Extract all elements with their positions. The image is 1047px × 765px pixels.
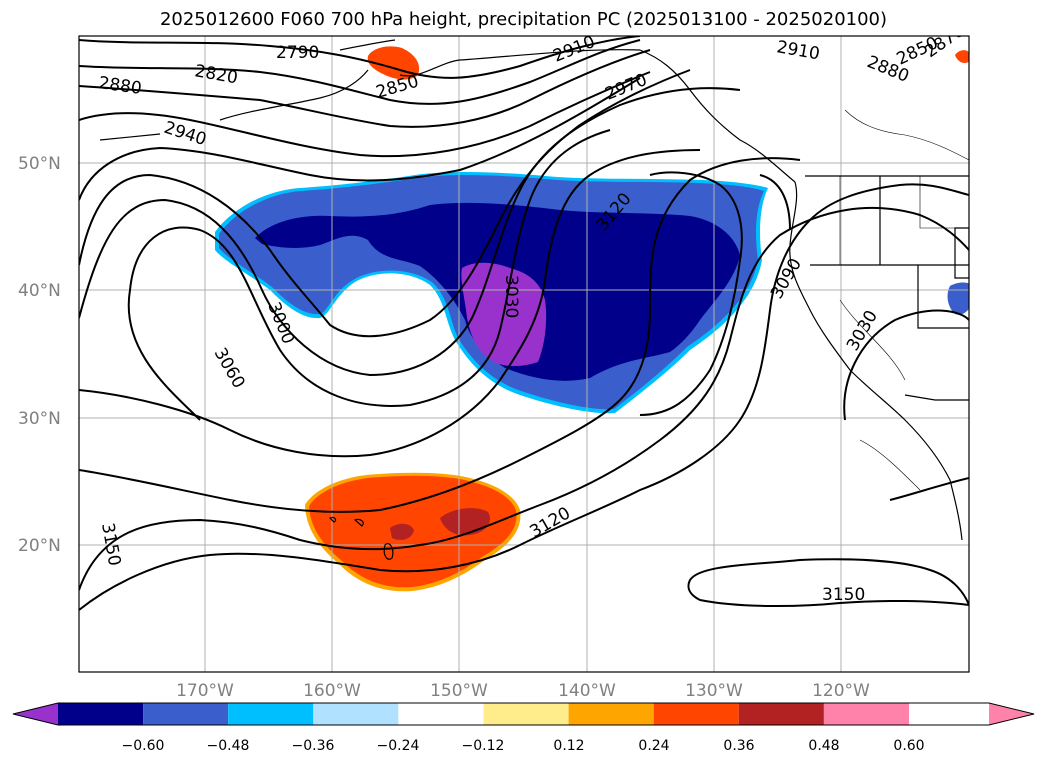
colorbar-tick-label: 0.12 (553, 738, 584, 754)
lat-label-40n: 40°N (18, 281, 61, 301)
colorbar-tick-label: 0.36 (723, 738, 754, 754)
colorbar-extend-left (13, 703, 58, 725)
negative-precip-patch-east (948, 283, 975, 315)
colorbar-segment (824, 703, 909, 725)
contour-label: 3030 (501, 275, 521, 318)
colorbar-segment (313, 703, 398, 725)
colorbar-segment (569, 703, 654, 725)
colorbar-segment (58, 703, 143, 725)
lon-label-120w: 120°W (812, 681, 870, 701)
lon-label-140w: 140°W (558, 681, 616, 701)
colorbar-segment (228, 703, 313, 725)
colorbar-segment (484, 703, 569, 725)
lat-label-30n: 30°N (18, 409, 61, 429)
colorbar-tick-label: 0.48 (808, 738, 839, 754)
colorbar-tick-label: −0.48 (207, 738, 250, 754)
colorbar-extend-right (989, 703, 1034, 725)
lon-label-170w: 170°W (176, 681, 234, 701)
colorbar-tick-label: −0.60 (122, 738, 165, 754)
colorbar-tick-label: 0.60 (893, 738, 924, 754)
colorbar-tick-label: −0.24 (377, 738, 420, 754)
colorbar-segment (654, 703, 739, 725)
lon-label-150w: 150°W (430, 681, 488, 701)
lon-label-130w: 130°W (685, 681, 743, 701)
contour-label: 3150 (822, 585, 865, 605)
contour-label: 2790 (276, 43, 319, 63)
colorbar-ticks: −0.60 −0.48 −0.36 −0.24 −0.12 0.12 0.24 … (122, 738, 925, 754)
latitude-labels: 50°N 40°N 30°N 20°N (18, 154, 61, 556)
colorbar-segment (739, 703, 824, 725)
lon-label-160w: 160°W (303, 681, 361, 701)
colorbar: −0.60 −0.48 −0.36 −0.24 −0.12 0.12 0.24 … (13, 703, 1034, 754)
colorbar-tick-label: −0.36 (292, 738, 335, 754)
colorbar-segment (143, 703, 228, 725)
lat-label-20n: 20°N (18, 536, 61, 556)
colorbar-tick-label: −0.12 (462, 738, 505, 754)
colorbar-segment (398, 703, 483, 725)
longitude-labels: 170°W 160°W 150°W 140°W 130°W 120°W (176, 681, 870, 701)
colorbar-tick-label: 0.24 (638, 738, 669, 754)
lat-label-50n: 50°N (18, 154, 61, 174)
